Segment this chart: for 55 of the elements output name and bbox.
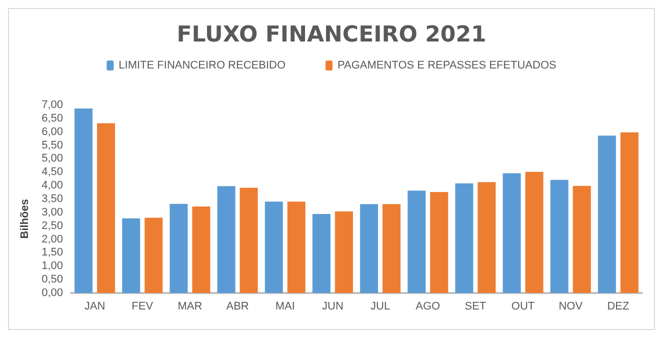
y-tick-label: 1,50 [42,246,63,259]
y-tick-label: 6,00 [42,126,63,138]
x-tick-label: DEZ [607,300,630,312]
y-tick-label: 5,00 [42,152,63,165]
bar [525,172,544,293]
bar [408,190,426,293]
bar [74,108,93,293]
bar [620,132,638,293]
bar [334,211,353,293]
bar [478,182,496,293]
bar [144,218,163,293]
bar [550,180,568,293]
bar [264,202,283,293]
bar [97,123,116,293]
bar [430,192,448,293]
bar [122,218,140,293]
y-tick-label: 5,50 [42,139,63,152]
bar [382,204,401,293]
bar [502,173,521,293]
x-tick-label: JUN [322,300,344,312]
bar [455,183,474,293]
y-tick-label: 3,00 [42,206,63,218]
bar [312,214,330,293]
x-tick-label: SET [464,300,486,312]
y-tick-label: 2,50 [42,220,63,232]
chart-title: FLUXO FINANCEIRO 2021 [176,22,486,48]
bar [360,204,378,293]
x-tick-label: FEV [132,300,154,312]
bar [192,206,210,293]
bar [170,204,188,293]
x-tick-label: ABR [226,300,249,312]
x-tick-label: NOV [558,300,584,312]
legend-label: LIMITE FINANCEIRO RECEBIDO [118,60,286,72]
x-tick-label: OUT [511,300,535,312]
bar [217,186,236,293]
y-tick-label: 4,50 [42,166,63,178]
y-tick-label: 2,00 [42,233,63,246]
x-tick-label: JAN [84,300,106,312]
bar [240,188,258,293]
y-tick-label: 4,00 [42,180,63,192]
x-tick-label: AGO [416,300,441,312]
bar [287,202,306,293]
x-tick-label: MAI [275,300,295,312]
bar [572,186,591,293]
x-tick-label: JUL [370,300,390,312]
y-tick-label: 0,00 [42,287,63,299]
y-tick-label: 1,00 [42,260,63,272]
x-tick-label: MAR [178,300,202,312]
y-axis-title: Bilhões [19,199,32,239]
y-tick-label: 0,50 [42,274,63,286]
y-tick-label: 3,50 [42,193,63,205]
bar [598,136,616,293]
legend-label: PAGAMENTOS E REPASSES EFETUADOS [338,60,556,72]
y-tick-label: 7,00 [42,99,63,111]
y-tick-label: 6,50 [42,112,63,124]
